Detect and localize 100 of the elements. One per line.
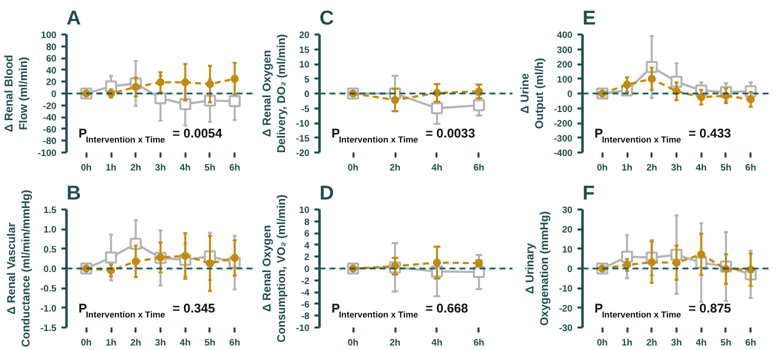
x-tick-label: 5h [720, 338, 732, 348]
y-tick-label: -300 [554, 133, 572, 144]
x-tick-label: 6h [745, 338, 756, 348]
y-tick-label: -40 [43, 112, 56, 123]
x-tick-label: 1h [106, 162, 117, 172]
x-tick-label: 2h [390, 162, 401, 172]
x-tick-label: 6h [473, 162, 485, 172]
x-tick-label: 1h [622, 338, 633, 348]
x-tick-label: 2h [390, 338, 401, 348]
y-tick-label: -20 [559, 303, 572, 314]
x-tick-label: 3h [671, 338, 682, 348]
y-tick-label: -100 [554, 104, 572, 114]
y-tick-label: 2 [304, 252, 310, 262]
y-axis-title: Δ Renal Oxygen Delivery, DO₂ (ml/min) [262, 34, 288, 153]
y-tick-label: 0 [51, 89, 57, 99]
y-tick-label: -400 [554, 148, 572, 158]
x-tick-label: 0h [596, 338, 608, 348]
x-tick-label: 3h [671, 162, 682, 172]
x-tick-label: 2h [130, 338, 142, 348]
y-tick-label: 0 [304, 264, 310, 274]
x-tick-label: 5h [204, 338, 216, 348]
y-tick-label: 0.5 [44, 244, 56, 254]
y-tick-label: -5 [301, 104, 310, 114]
x-tick-label: 6h [745, 162, 756, 172]
x-tick-label: 4h [180, 338, 191, 348]
x-tick-label: 4h [432, 162, 443, 172]
y-axis-title: Δ Urine Output (ml/h) [519, 58, 546, 130]
y-axis-title: Δ Renal Oxygen Consumption, VO₂ (ml/min) [262, 194, 288, 342]
y-axis-title: Δ Renal Blood Flow (ml/min) [3, 54, 30, 132]
y-tick-label: 15 [299, 44, 310, 55]
y-tick-label: -1.0 [40, 303, 57, 314]
y-tick-label: -2 [301, 276, 310, 286]
x-tick-label: 6h [229, 162, 240, 172]
x-tick-label: 4h [432, 338, 443, 348]
y-tick-label: 20 [299, 30, 310, 40]
y-tick-label: 6 [304, 228, 310, 239]
x-tick-label: 0h [348, 162, 359, 172]
y-axis-title: Δ Renal Vascular Conductance (ml/min/mmHg) [6, 190, 32, 348]
y-tick-label: -10 [559, 284, 572, 294]
x-tick-label: 2h [646, 338, 658, 348]
y-tick-label: 1.0 [44, 224, 56, 235]
y-tick-label: -10 [296, 323, 310, 333]
y-axis-title: Δ Urinary Oxygenation (mmHg) [524, 211, 552, 326]
y-tick-label: 10 [299, 205, 310, 215]
y-tick-label: -6 [301, 299, 310, 310]
y-tick-label: -15 [296, 133, 310, 144]
y-tick-label: 80 [46, 42, 57, 52]
x-tick-label: 1h [106, 338, 117, 348]
x-tick-label: 0h [348, 338, 359, 348]
y-tick-label: -100 [38, 148, 56, 158]
x-tick-label: 4h [180, 162, 191, 172]
y-tick-label: 300 [556, 44, 573, 55]
y-tick-label: 20 [46, 77, 57, 88]
y-tick-label: -0.5 [40, 284, 57, 294]
y-tick-label: 100 [40, 30, 57, 40]
x-tick-label: 2h [646, 162, 658, 172]
x-tick-label: 6h [229, 338, 240, 348]
y-tick-label: -1.5 [40, 323, 57, 333]
x-tick-label: 6h [473, 338, 485, 348]
x-tick-label: 4h [696, 338, 707, 348]
x-tick-label: 3h [155, 338, 166, 348]
chart-title: C [320, 8, 334, 30]
y-tick-label: 1.5 [44, 205, 56, 215]
x-tick-label: 4h [696, 162, 707, 172]
y-tick-label: 0.0 [44, 264, 56, 274]
chart-title: F [582, 182, 595, 204]
y-tick-label: 0 [567, 89, 573, 99]
x-tick-label: 2h [130, 162, 142, 172]
chart-title: E [582, 8, 596, 30]
y-tick-label: 10 [299, 60, 310, 70]
x-tick-label: 3h [155, 162, 166, 172]
y-tick-label: -10 [296, 118, 310, 128]
y-tick-label: 8 [304, 216, 310, 227]
y-tick-label: -80 [43, 136, 56, 146]
y-tick-label: -60 [43, 124, 56, 134]
chart-title: A [66, 8, 81, 30]
x-tick-label: 0h [596, 162, 608, 172]
y-tick-label: 20 [562, 224, 573, 235]
y-tick-label: 100 [556, 74, 573, 84]
y-tick-label: 40 [46, 65, 57, 76]
y-tick-label: 4 [304, 240, 310, 250]
x-tick-label: 5h [204, 162, 216, 172]
y-tick-label: 30 [562, 205, 573, 215]
y-tick-label: -4 [301, 288, 310, 298]
y-tick-label: -200 [554, 118, 572, 128]
x-tick-label: 0h [80, 162, 92, 172]
y-tick-label: 10 [562, 244, 573, 254]
chart-title: D [320, 182, 334, 204]
x-tick-label: 1h [622, 162, 633, 172]
y-tick-label: 0 [567, 264, 573, 274]
y-tick-label: -8 [301, 311, 310, 322]
y-tick-label: 60 [46, 54, 57, 64]
x-tick-label: 5h [720, 162, 732, 172]
x-tick-label: 0h [80, 338, 92, 348]
y-tick-label: 400 [556, 30, 573, 40]
y-tick-label: -20 [296, 148, 310, 158]
chart-title: B [66, 182, 81, 204]
y-tick-label: 0 [304, 89, 310, 99]
y-tick-label: -20 [43, 100, 56, 111]
y-tick-label: -30 [559, 323, 572, 333]
